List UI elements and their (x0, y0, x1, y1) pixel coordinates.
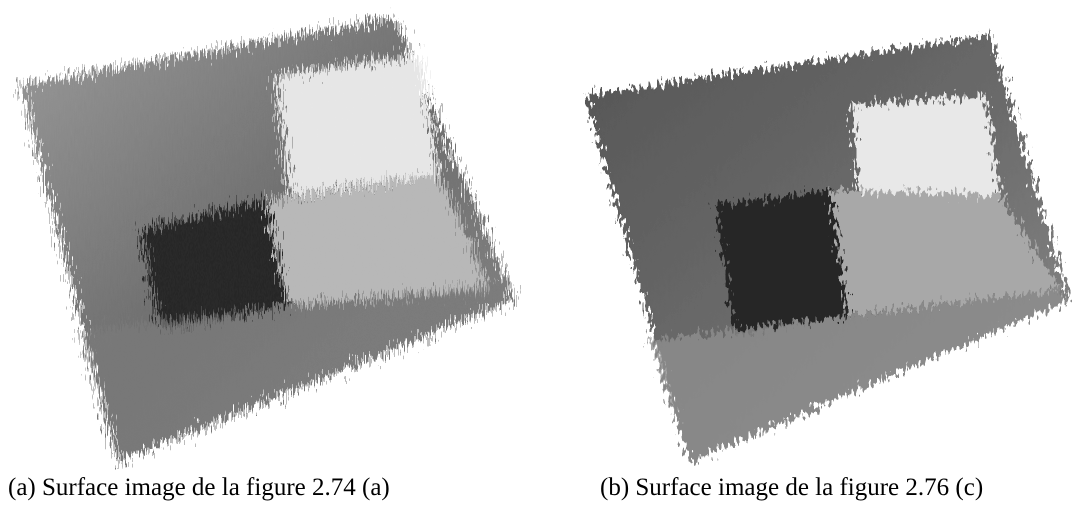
surface-a (20, 18, 515, 462)
caption: (b) Surface image de la figure 2.76 (c) (600, 474, 984, 501)
surface-b (585, 35, 1070, 462)
surface-images (20, 18, 1070, 462)
caption: (a) Surface image de la figure 2.74 (a) (8, 474, 390, 501)
